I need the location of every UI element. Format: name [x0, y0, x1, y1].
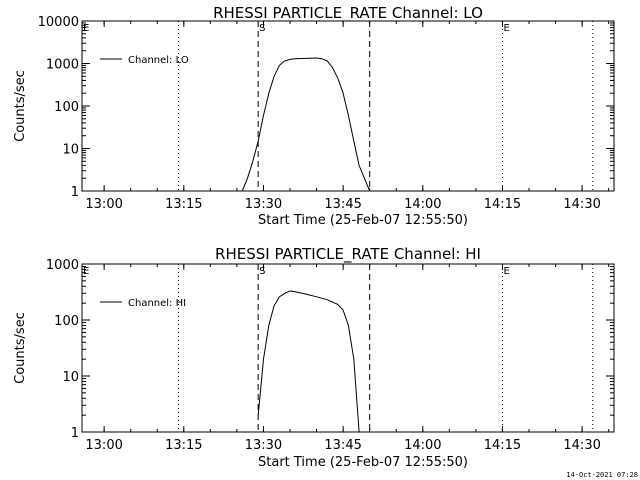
panel1-y-tick-label: 100	[54, 100, 79, 115]
panel1-x-tick-label: 13:30	[245, 197, 282, 212]
panel1-x-tick-label: 14:30	[563, 197, 600, 212]
panel2-y-tick-label: 10	[62, 370, 79, 385]
panel1-y-axis-label: Counts/sec	[13, 70, 28, 142]
panel2-x-tick-label: 14:30	[563, 438, 600, 453]
panel2-marker-label: E	[503, 266, 509, 277]
panel2-x-tick-label: 14:15	[484, 438, 521, 453]
panel2-y-tick-label: 1	[71, 426, 79, 441]
panel1-y-tick-label: 10000	[38, 15, 79, 30]
panel1-marker-label: E	[503, 23, 509, 34]
panel2-title: RHESSI PARTICLE_RATE Channel: HI	[215, 245, 481, 264]
panel2-legend-label: Channel: HI	[128, 298, 186, 309]
panel1-series-0-line	[241, 57, 371, 192]
panel2-x-tick-label: 14:00	[404, 438, 441, 453]
panel1-marker-label: E	[83, 23, 89, 34]
panel1-axes-frame	[81, 20, 615, 192]
panel2-y-axis-label: Counts/sec	[13, 312, 28, 384]
panel2-x-tick-label: 13:45	[324, 438, 361, 453]
panel1-x-tick-label: 14:15	[484, 197, 521, 212]
panel2-series-0-line	[257, 290, 360, 433]
panel1-x-tick-label: 14:00	[404, 197, 441, 212]
panel1-x-tick-label: 13:00	[85, 197, 122, 212]
panel1-legend-label: Channel: LO	[128, 55, 189, 66]
panel1-y-tick-label: 1000	[46, 58, 79, 73]
panel1-x-tick-label: 13:15	[165, 197, 202, 212]
panel2-x-tick-label: 13:15	[165, 438, 202, 453]
panel2-x-axis-label: Start Time (25-Feb-07 12:55:50)	[258, 455, 468, 470]
panel2-marker-label: E	[83, 266, 89, 277]
panel1-title: RHESSI PARTICLE_RATE Channel: LO	[213, 4, 483, 23]
panel1-x-axis-label: Start Time (25-Feb-07 12:55:50)	[258, 213, 468, 228]
panel2-axes-frame	[81, 263, 615, 433]
panel2-y-tick-label: 100	[54, 314, 79, 329]
footer-date: 14-Oct-2021 07:28	[566, 471, 638, 479]
panel2-y-tick-label: 1000	[46, 258, 79, 273]
panel2-marker-label: S	[259, 266, 265, 277]
panel2-x-tick-label: 13:00	[85, 438, 122, 453]
panel1-x-tick-label: 13:45	[324, 197, 361, 212]
panel1-marker-label: S	[259, 23, 265, 34]
panel1-y-tick-label: 10	[62, 143, 79, 158]
panel2-x-tick-label: 13:30	[245, 438, 282, 453]
panel1-y-tick-label: 1	[71, 185, 79, 200]
